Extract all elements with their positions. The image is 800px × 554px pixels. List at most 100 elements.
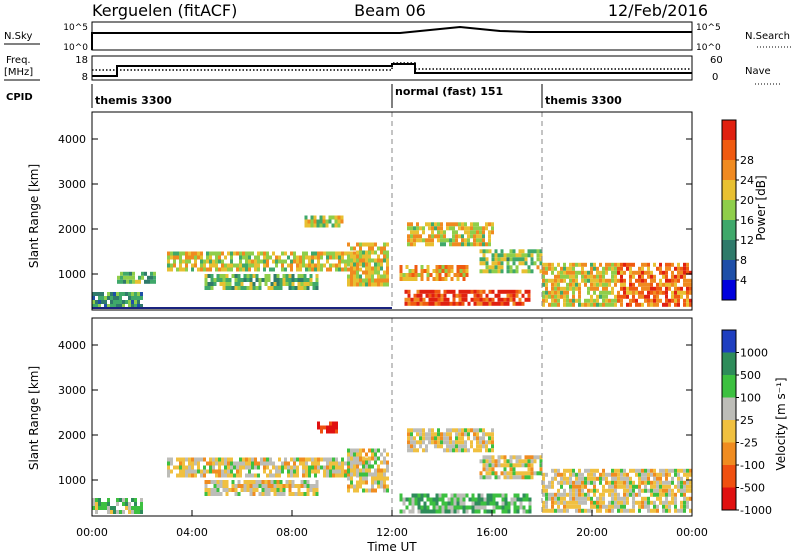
heatmap-cell [447, 497, 451, 502]
heatmap-cell [328, 215, 332, 220]
heatmap-cell [683, 480, 686, 485]
heatmap-cell [593, 476, 596, 481]
heatmap-cell [237, 480, 241, 484]
heatmap-cell [302, 461, 305, 466]
heatmap-cell [575, 270, 578, 275]
heatmap-cell [218, 255, 221, 260]
heatmap-cell [194, 473, 197, 478]
heatmap-cell [683, 496, 686, 501]
heatmap-cell [377, 484, 380, 489]
heatmap-cell [230, 267, 233, 272]
heatmap-cell [686, 480, 689, 485]
heatmap-cell [482, 455, 486, 460]
heatmap-cell [350, 484, 353, 489]
heatmap-cell [503, 463, 507, 468]
heatmap-cell [347, 465, 350, 470]
heatmap-cell [203, 263, 206, 268]
heatmap-cell [480, 501, 484, 506]
heatmap-cell [512, 455, 516, 460]
heatmap-cell [596, 476, 599, 481]
heatmap-cell [374, 278, 377, 283]
heatmap-cell [456, 265, 460, 269]
heatmap-cell [411, 277, 415, 281]
heatmap-cell [626, 492, 629, 497]
heatmap-cell [611, 484, 614, 489]
heatmap-cell [167, 457, 170, 462]
heatmap-cell [426, 509, 430, 514]
heatmap-cell [626, 266, 629, 271]
heatmap-cell [683, 270, 686, 275]
heatmap-cell [264, 480, 268, 484]
heatmap-cell [258, 286, 262, 290]
heatmap-cell [464, 222, 467, 227]
heatmap-cell [620, 286, 623, 291]
heatmap-cell [441, 501, 445, 506]
heatmap-cell [182, 465, 185, 470]
heatmap-cell [116, 502, 119, 506]
heatmap-cell [677, 468, 680, 473]
heatmap-cell [380, 278, 383, 283]
colorbar-swatch [722, 397, 736, 420]
heatmap-cell [212, 263, 215, 268]
heatmap-cell [506, 265, 510, 270]
heatmap-cell [252, 484, 256, 488]
heatmap-cell [590, 472, 593, 477]
heatmap-cell [216, 492, 220, 496]
heatmap-cell [557, 298, 560, 303]
heatmap-cell [476, 230, 479, 235]
heatmap-cell [377, 468, 380, 473]
heatmap-cell [482, 301, 486, 306]
heatmap-cell [602, 500, 605, 505]
heatmap-cell [347, 251, 350, 256]
heatmap-cell [228, 286, 232, 290]
heatmap-cell [362, 488, 365, 493]
heatmap-cell [593, 480, 596, 485]
heatmap-cell [512, 249, 516, 254]
heatmap-cell [222, 274, 226, 278]
heatmap-cell [326, 251, 329, 256]
heatmap-cell [482, 249, 486, 254]
heatmap-cell [222, 286, 226, 290]
heatmap-cell [334, 223, 338, 228]
heatmap-cell [377, 480, 380, 485]
heatmap-cell [578, 508, 581, 513]
heatmap-cell [632, 500, 635, 505]
heatmap-cell [290, 469, 293, 474]
heatmap-cell [491, 222, 494, 227]
heatmap-cell [635, 270, 638, 275]
heatmap-cell [315, 278, 319, 282]
heatmap-cell [483, 505, 487, 510]
heatmap-cell [263, 263, 266, 268]
heatmap-cell [590, 500, 593, 505]
heatmap-cell [461, 448, 464, 453]
heatmap-cell [362, 270, 365, 275]
heatmap-cell [528, 505, 532, 510]
heatmap-cell [431, 222, 434, 227]
heatmap-cell [560, 294, 563, 299]
heatmap-cell [563, 286, 566, 291]
heatmap-cell [617, 508, 620, 513]
heatmap-cell [219, 278, 223, 282]
heatmap-cell [485, 471, 489, 476]
colorbar-tick-label: -25 [740, 437, 758, 450]
heatmap-cell [137, 304, 140, 308]
heatmap-cell [593, 282, 596, 287]
heatmap-cell [207, 480, 211, 484]
heatmap-cell [458, 234, 461, 239]
heatmap-cell [350, 460, 353, 465]
heatmap-cell [563, 298, 566, 303]
heatmap-cell [554, 298, 557, 303]
heatmap-cell [350, 452, 353, 457]
heatmap-cell [623, 484, 626, 489]
heatmap-cell [456, 493, 460, 498]
heatmap-cell [129, 275, 132, 280]
heatmap-cell [281, 251, 284, 256]
heatmap-cell [359, 452, 362, 457]
heatmap-cell [374, 488, 377, 493]
heatmap-cell [332, 461, 335, 466]
heatmap-cell [213, 282, 217, 286]
heatmap-cell [590, 468, 593, 473]
heatmap-cell [614, 480, 617, 485]
heatmap-cell [278, 255, 281, 260]
heatmap-cell [332, 429, 335, 434]
